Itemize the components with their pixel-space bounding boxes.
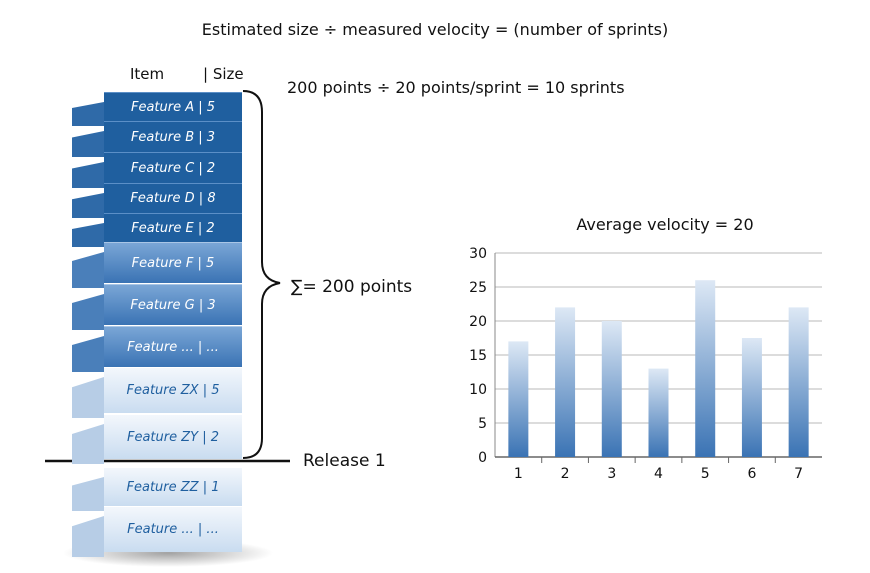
feature-card: Feature C | 2 (104, 152, 242, 183)
calculation-text: 200 points ÷ 20 points/sprint = 10 sprin… (287, 78, 625, 97)
bar (555, 307, 576, 457)
release-label: Release 1 (303, 451, 386, 471)
y-tick-label: 20 (469, 314, 487, 330)
sum-label: ∑= 200 points (291, 277, 413, 297)
x-tick-label: 6 (747, 466, 756, 482)
y-tick-label: 10 (469, 382, 487, 398)
feature-card: Feature F | 5 (104, 242, 242, 283)
feature-card: Feature A | 5 (104, 92, 242, 121)
y-tick-label: 25 (469, 280, 487, 296)
feature-card: Feature ZY | 2 (104, 414, 242, 459)
feature-card: Feature ZZ | 1 (104, 467, 242, 506)
feature-card: Feature ... | ... (104, 326, 242, 367)
bar (741, 338, 762, 457)
bar (508, 341, 529, 457)
formula-heading: Estimated size ÷ measured velocity = (nu… (201, 20, 669, 39)
sum-brace (242, 90, 281, 459)
y-tick-label: 0 (478, 450, 487, 466)
x-tick-label: 5 (701, 466, 710, 482)
bar (601, 321, 622, 457)
feature-card: Feature ZX | 5 (104, 367, 242, 413)
x-tick-label: 3 (607, 466, 616, 482)
bar (788, 307, 809, 457)
feature-card: Feature G | 3 (104, 284, 242, 325)
chart-title: Average velocity = 20 (576, 215, 754, 234)
y-tick-label: 15 (469, 348, 487, 364)
feature-card: Feature B | 3 (104, 121, 242, 152)
bar (648, 368, 669, 457)
x-tick-label: 4 (654, 466, 663, 482)
header-item-label: Item (130, 65, 165, 83)
y-tick-label: 30 (469, 246, 487, 262)
x-tick-label: 7 (794, 466, 803, 482)
feature-card: Feature E | 2 (104, 213, 242, 242)
feature-card: Feature ... | ... (104, 506, 242, 552)
x-tick-label: 2 (561, 466, 570, 482)
x-tick-label: 1 (514, 466, 523, 482)
feature-card: Feature D | 8 (104, 183, 242, 213)
header-size-label: | Size (203, 65, 244, 83)
y-tick-label: 5 (478, 416, 487, 432)
bar (695, 280, 716, 457)
